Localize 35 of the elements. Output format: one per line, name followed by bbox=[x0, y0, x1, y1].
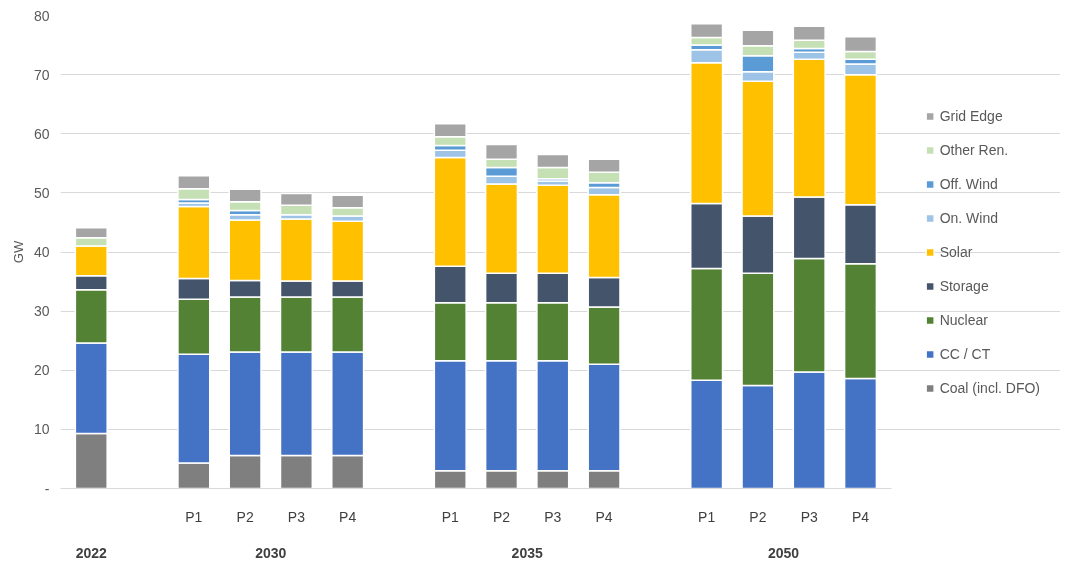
x-tick-label: P3 bbox=[287, 508, 306, 525]
y-tick-label: 10 bbox=[33, 421, 50, 438]
x-tick-label: P3 bbox=[544, 508, 562, 525]
y-tick-label: - bbox=[44, 480, 50, 497]
x-tick-label: P4 bbox=[339, 508, 357, 525]
legend-label: Solar bbox=[939, 243, 973, 260]
y-axis-title: GW bbox=[10, 240, 26, 264]
legend-label: Other Ren. bbox=[939, 141, 1009, 158]
x-tick-label: P3 bbox=[800, 508, 818, 525]
y-tick-label: 60 bbox=[33, 125, 50, 142]
text: 2035 bbox=[511, 544, 543, 561]
legend-label: Off. Wind bbox=[939, 175, 998, 192]
x-tick-label: P1 bbox=[698, 508, 716, 525]
text: 2030 bbox=[255, 544, 287, 561]
legend-label: Grid Edge bbox=[939, 107, 1003, 124]
legend-label: Coal (incl. DFO) bbox=[939, 379, 1040, 396]
text: 2050 bbox=[768, 544, 800, 561]
legend-label: CC / CT bbox=[939, 345, 991, 362]
y-tick-label: 80 bbox=[33, 7, 50, 24]
legend-label: Nuclear bbox=[939, 311, 988, 328]
y-tick-label: 70 bbox=[33, 66, 50, 83]
y-tick-label: 20 bbox=[33, 362, 50, 379]
y-tick-label: 40 bbox=[33, 244, 50, 260]
y-tick-label: 30 bbox=[33, 303, 50, 320]
text: 2022 bbox=[75, 544, 108, 561]
x-tick-label: P4 bbox=[595, 508, 613, 525]
x-tick-label: P4 bbox=[851, 508, 870, 525]
x-tick-label: P1 bbox=[441, 508, 460, 525]
x-tick-label: P2 bbox=[236, 508, 254, 525]
x-tick-label: P2 bbox=[492, 508, 511, 525]
x-tick-label: P1 bbox=[185, 508, 203, 525]
y-tick-label: 50 bbox=[33, 184, 50, 201]
legend-label: Storage bbox=[939, 277, 989, 294]
x-tick-label: P2 bbox=[749, 508, 767, 525]
legend-label: On. Wind bbox=[939, 209, 998, 226]
